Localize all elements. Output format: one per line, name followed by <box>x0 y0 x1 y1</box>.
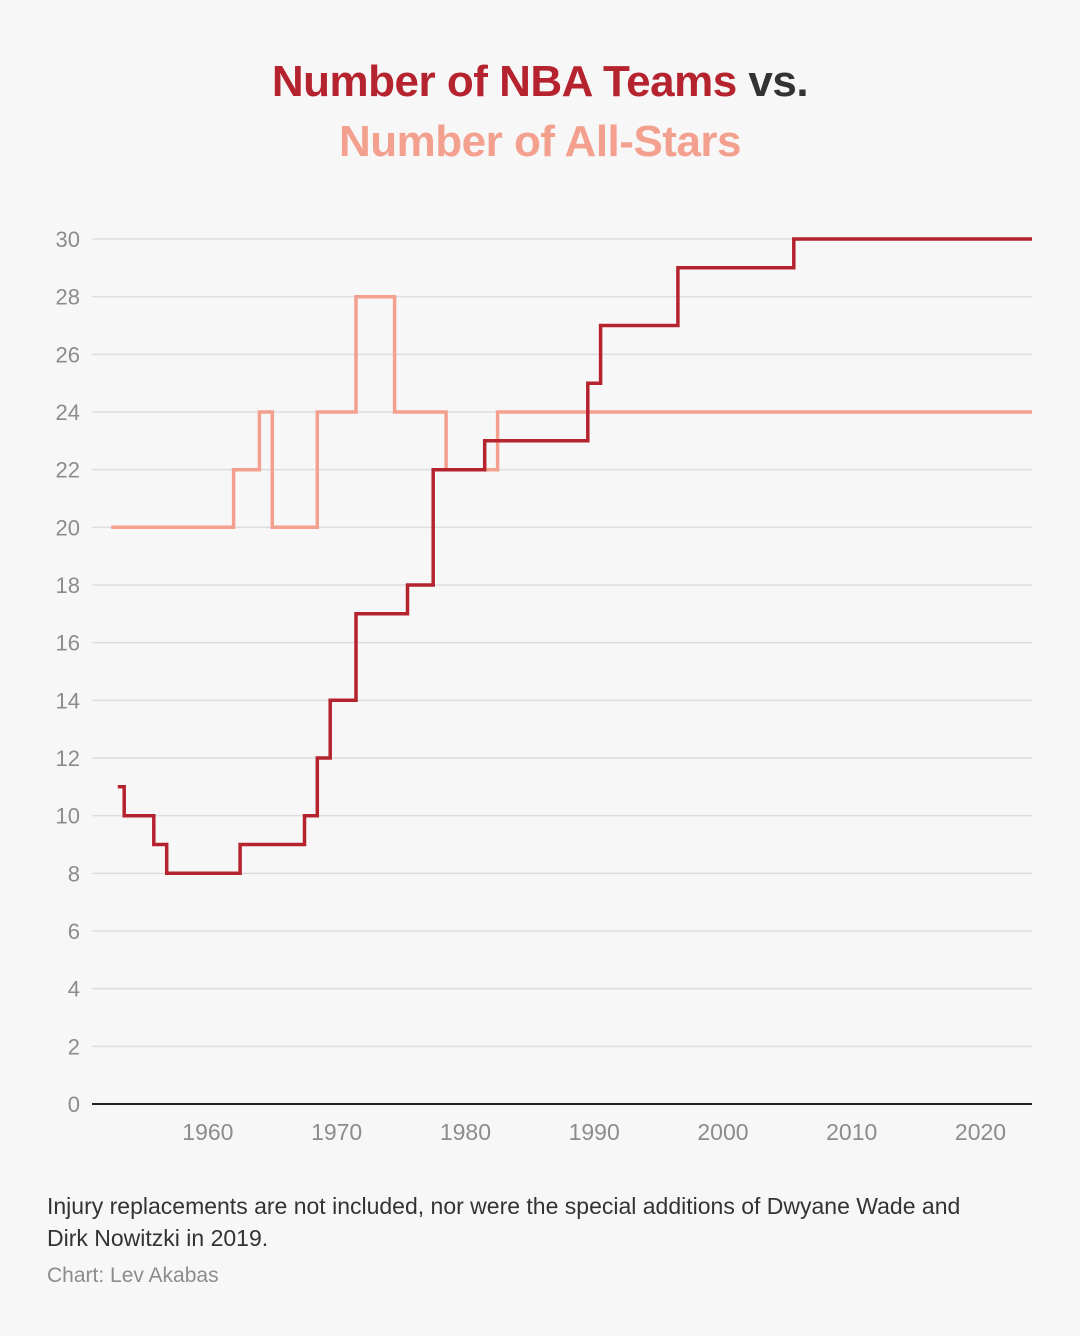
x-tick-label-2020: 2020 <box>955 1119 1006 1145</box>
y-tick-label-16: 16 <box>56 631 80 656</box>
y-tick-label-28: 28 <box>56 285 80 310</box>
chart-credit: Chart: Lev Akabas <box>47 1264 219 1287</box>
series-line-nba-teams <box>117 237 1032 876</box>
y-tick-label-30: 30 <box>56 227 80 252</box>
y-tick-label-20: 20 <box>56 515 80 540</box>
y-tick-label-6: 6 <box>68 919 80 944</box>
y-tick-label-18: 18 <box>56 573 80 598</box>
y-tick-label-22: 22 <box>56 458 80 483</box>
y-tick-label-2: 2 <box>68 1034 80 1059</box>
x-tick-label-2000: 2000 <box>697 1119 748 1145</box>
y-tick-label-4: 4 <box>68 977 80 1002</box>
x-tick-label-1990: 1990 <box>569 1119 620 1145</box>
y-tick-label-10: 10 <box>56 804 80 829</box>
y-tick-label-14: 14 <box>56 688 80 713</box>
y-tick-label-24: 24 <box>56 400 80 425</box>
x-tick-label-1980: 1980 <box>440 1119 491 1145</box>
x-tick-label-1970: 1970 <box>311 1119 362 1145</box>
y-tick-label-0: 0 <box>68 1092 80 1117</box>
title-teams: Number of NBA Teams <box>271 57 737 106</box>
y-tick-label-12: 12 <box>56 746 80 771</box>
x-tick-label-1960: 1960 <box>182 1119 233 1145</box>
title-allstars: Number of All-Stars <box>338 117 742 166</box>
title-vs: vs. <box>736 57 809 106</box>
x-tick-label-2010: 2010 <box>826 1119 877 1145</box>
y-tick-label-26: 26 <box>56 342 80 367</box>
y-tick-label-8: 8 <box>68 861 80 886</box>
footnote: Injury replacements are not included, no… <box>47 1193 961 1251</box>
chart-title: Number of NBA Teams vs. Number of All-St… <box>0 52 1080 172</box>
